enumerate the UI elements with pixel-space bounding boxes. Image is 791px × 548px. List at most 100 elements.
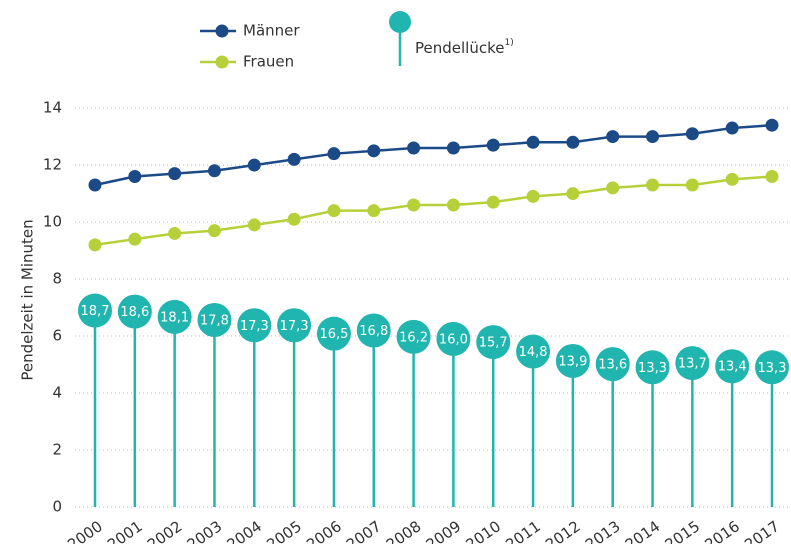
point	[566, 135, 580, 149]
lollipop-head	[277, 308, 312, 343]
lollipop-head	[715, 349, 750, 384]
point	[446, 141, 460, 155]
data-label: 13,9	[558, 354, 587, 369]
x-tick-label: 2007	[343, 517, 385, 544]
series-line	[94, 123, 773, 187]
point	[207, 164, 221, 178]
lollipop-head	[436, 321, 471, 356]
data-label: 13,7	[678, 357, 707, 372]
lollipop-head	[595, 347, 630, 382]
data-label: 13,6	[598, 358, 627, 373]
lollipop-head	[476, 325, 511, 360]
point	[486, 138, 500, 152]
x-tick-label: 2009	[423, 517, 465, 544]
data-label: 14,8	[519, 345, 548, 360]
x-tick-label: 2005	[263, 517, 305, 544]
data-label: 18,1	[160, 310, 189, 325]
point	[446, 198, 460, 212]
x-tick-label: 2017	[741, 517, 783, 544]
point	[486, 195, 500, 209]
point	[685, 127, 699, 141]
y-tick-label: 14	[43, 99, 62, 117]
data-label: 18,7	[81, 304, 110, 319]
legend-footnote: 1)	[504, 38, 513, 48]
data-label: 16,2	[399, 330, 428, 345]
point	[765, 118, 779, 132]
point	[646, 130, 660, 144]
legend-label: Pendellücke1)	[415, 38, 514, 57]
y-tick-label: 2	[52, 441, 62, 459]
point	[765, 169, 779, 183]
y-tick-label: 8	[52, 270, 62, 288]
point	[168, 167, 182, 181]
lollipop-head	[555, 343, 590, 378]
y-tick-label: 10	[43, 213, 62, 231]
point	[128, 232, 142, 246]
data-label: 16,8	[359, 324, 388, 339]
data-label: 13,3	[758, 361, 787, 376]
lollipop-head	[635, 350, 670, 385]
point	[88, 238, 102, 252]
legend-marker	[389, 11, 411, 33]
x-tick-label: 2014	[622, 517, 664, 544]
legend-label: Männer	[243, 22, 300, 40]
point	[247, 218, 261, 232]
data-label: 16,5	[319, 327, 348, 342]
x-tick-label: 2013	[582, 517, 624, 544]
legend-marker	[215, 55, 229, 69]
lollipop-head	[675, 346, 710, 381]
data-label: 17,3	[280, 319, 309, 334]
series-line	[94, 175, 773, 247]
lollipop-head	[755, 350, 789, 385]
legend-marker	[215, 24, 229, 38]
lollipop-head	[157, 299, 192, 334]
point	[646, 178, 660, 192]
x-tick-label: 2008	[383, 517, 425, 544]
point	[247, 158, 261, 172]
x-tick-label: 2010	[463, 517, 505, 544]
point	[327, 204, 341, 218]
x-tick-label: 2016	[701, 517, 743, 544]
x-tick-label: 2002	[144, 517, 186, 544]
legend-label: Frauen	[243, 53, 294, 71]
x-tick-label: 2000	[64, 517, 106, 544]
point	[168, 226, 182, 240]
legend-name: Pendellücke	[415, 39, 504, 57]
point	[407, 198, 421, 212]
point	[606, 181, 620, 195]
lollipop-head	[117, 294, 152, 329]
lollipop-head	[516, 334, 551, 369]
point	[725, 121, 739, 135]
point	[367, 144, 381, 158]
point	[367, 204, 381, 218]
data-label: 13,4	[718, 360, 747, 375]
x-tick-label: 2006	[303, 517, 345, 544]
x-tick-label: 2001	[104, 517, 146, 544]
data-label: 16,0	[439, 332, 468, 347]
point	[287, 152, 301, 166]
point	[128, 169, 142, 183]
data-label: 15,7	[479, 336, 508, 351]
data-label: 13,3	[638, 361, 667, 376]
point	[526, 189, 540, 203]
point	[725, 172, 739, 186]
y-tick-label: 12	[43, 156, 62, 174]
data-label: 17,3	[240, 319, 269, 334]
y-tick-label: 0	[52, 498, 62, 516]
x-tick-label: 2003	[184, 517, 226, 544]
y-tick-label: 6	[52, 327, 62, 345]
point	[327, 147, 341, 161]
y-axis-label: Pendelzeit in Minuten	[19, 219, 37, 380]
lollipop-head	[78, 293, 112, 328]
point	[287, 212, 301, 226]
lollipop-head	[396, 319, 431, 354]
point	[685, 178, 699, 192]
lollipop-head	[237, 308, 272, 343]
point	[606, 130, 620, 144]
x-tick-label: 2012	[542, 517, 584, 544]
lollipop-head	[356, 313, 391, 348]
lollipop-head	[316, 316, 351, 351]
point	[526, 135, 540, 149]
x-tick-label: 2015	[662, 517, 704, 544]
